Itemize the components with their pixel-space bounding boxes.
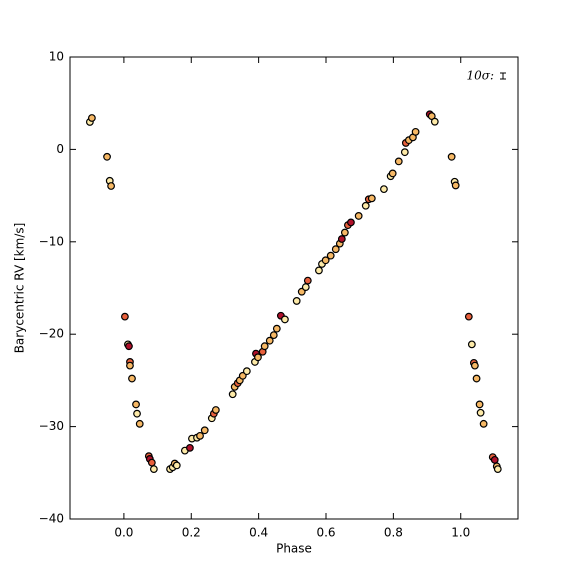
data-point xyxy=(272,324,281,333)
data-point xyxy=(126,361,134,370)
data-point xyxy=(149,465,158,474)
data-point xyxy=(254,353,262,362)
data-point xyxy=(265,336,274,345)
data-point xyxy=(260,342,269,351)
data-point xyxy=(394,157,403,166)
data-point xyxy=(135,419,144,428)
x-tick-label: 0.2 xyxy=(182,526,201,540)
data-point xyxy=(281,315,289,324)
data-point xyxy=(479,419,488,428)
y-axis-label: Barycentric RV [km/s] xyxy=(13,223,27,354)
data-point xyxy=(354,212,363,220)
x-tick-label: 0.6 xyxy=(316,526,335,540)
data-point xyxy=(451,181,460,190)
data-point xyxy=(228,390,237,399)
x-tick-label: 1.0 xyxy=(451,526,470,540)
data-point xyxy=(242,367,251,376)
data-point xyxy=(347,218,355,227)
data-point xyxy=(331,245,340,254)
data-point xyxy=(380,185,388,194)
data-point xyxy=(326,251,335,260)
data-point xyxy=(301,283,310,291)
data-point xyxy=(128,374,136,383)
data-point xyxy=(447,152,456,161)
data-point xyxy=(200,426,209,435)
data-point xyxy=(493,465,502,474)
data-point xyxy=(133,409,141,418)
x-tick-label: 0.4 xyxy=(249,526,268,540)
data-point xyxy=(186,443,194,452)
y-tick-label: −10 xyxy=(39,234,64,248)
data-point xyxy=(337,235,346,243)
data-point xyxy=(292,297,301,305)
error-bar-legend xyxy=(500,72,506,80)
data-point xyxy=(400,148,409,157)
data-point xyxy=(303,276,312,285)
data-point xyxy=(464,312,473,321)
data-point xyxy=(172,461,181,470)
data-point xyxy=(490,455,499,464)
data-point xyxy=(367,194,376,203)
data-point xyxy=(467,340,476,349)
y-tick-label: −30 xyxy=(39,419,64,433)
data-point xyxy=(388,169,397,178)
data-point xyxy=(315,266,323,275)
data-point xyxy=(125,342,133,351)
data-point xyxy=(87,114,96,122)
annotation: 10σ: xyxy=(466,69,494,83)
data-point xyxy=(472,374,481,383)
x-axis-label: Phase xyxy=(276,542,312,556)
data-point xyxy=(103,152,111,161)
data-point xyxy=(269,331,278,340)
y-tick-label: 10 xyxy=(49,50,64,64)
data-point xyxy=(121,312,129,321)
data-point xyxy=(147,458,156,467)
data-point xyxy=(107,182,115,190)
y-tick-label: −40 xyxy=(39,512,64,526)
plot-frame xyxy=(69,56,519,520)
data-point xyxy=(132,400,140,409)
y-tick-label: −20 xyxy=(39,327,64,341)
data-point xyxy=(476,408,485,417)
data-point xyxy=(361,201,370,210)
x-tick-label: 0.8 xyxy=(384,526,403,540)
data-point xyxy=(211,406,220,414)
data-point xyxy=(196,431,204,440)
y-tick-label: 0 xyxy=(56,142,64,156)
data-point xyxy=(411,127,420,136)
data-point xyxy=(470,361,479,370)
data-point xyxy=(475,400,484,409)
x-tick-label: 0.0 xyxy=(114,526,133,540)
data-point xyxy=(340,228,349,237)
data-point xyxy=(321,256,330,265)
data-point xyxy=(430,117,439,126)
